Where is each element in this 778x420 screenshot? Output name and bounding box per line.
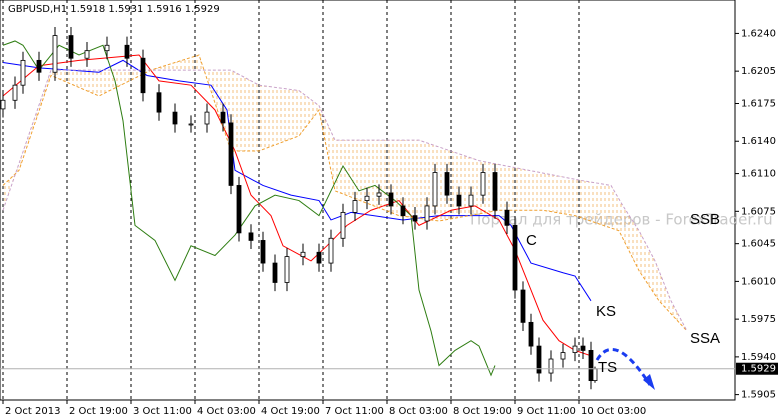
candle-body	[52, 35, 58, 73]
annotation: SSA	[690, 330, 720, 347]
y-tick-label: 1.5975	[741, 314, 776, 325]
candle-body	[84, 50, 90, 59]
candle-body	[528, 321, 534, 347]
x-tick-label: 4 Oct 03:00	[197, 406, 256, 417]
x-tick-label: 7 Oct 11:00	[325, 406, 384, 417]
price-label: 1.5929	[741, 364, 776, 375]
y-tick-label: 1.6140	[741, 136, 776, 147]
candle-body	[204, 111, 210, 125]
y-tick-label: 1.5940	[741, 352, 776, 363]
candle-body	[468, 194, 474, 207]
candle-body	[352, 200, 358, 213]
x-tick-label: 8 Oct 19:00	[453, 406, 512, 417]
candle-body	[560, 352, 566, 360]
candle-body	[376, 192, 382, 197]
x-tick-label: 9 Oct 11:00	[517, 406, 576, 417]
candle-body	[36, 59, 42, 73]
candle-body	[0, 99, 6, 110]
indicator-line	[2, 59, 592, 302]
y-tick-label: 1.6175	[741, 99, 776, 110]
candle-body	[520, 289, 526, 323]
candle-body	[480, 172, 486, 196]
y-tick-label: 1.6205	[741, 66, 776, 77]
candle-body	[272, 262, 278, 283]
annotation: SSB	[690, 211, 720, 228]
y-tick-label: 1.6075	[741, 206, 776, 217]
candle-body	[572, 345, 578, 353]
candle-body	[412, 215, 418, 222]
candle-body	[328, 237, 334, 264]
y-tick-label: 1.6010	[741, 276, 776, 287]
candle-body	[424, 205, 430, 222]
x-tick-label: 3 Oct 11:00	[133, 406, 192, 417]
candle-body	[260, 240, 266, 264]
candle-body	[592, 368, 598, 381]
x-tick-label: 10 Oct 03:00	[581, 406, 646, 417]
candle-body	[284, 256, 290, 283]
candle-body	[588, 350, 594, 381]
candle-body	[432, 172, 438, 207]
candle-body	[12, 84, 18, 101]
candle-body	[504, 209, 510, 226]
candle-body	[220, 111, 226, 124]
candle-body	[228, 122, 234, 186]
candle-body	[300, 251, 306, 258]
y-tick-label: 1.6110	[741, 169, 776, 180]
cloud	[3, 54, 687, 331]
candle-body	[536, 345, 542, 374]
candle-body	[124, 44, 130, 59]
candle-body	[172, 111, 178, 125]
x-tick-label: 8 Oct 03:00	[389, 406, 448, 417]
arrow-head	[643, 374, 655, 390]
chart-title: GBPUSD,H1 1.5918 1.5931 1.5916 1.5929	[8, 4, 220, 15]
indicator-line	[2, 54, 592, 357]
candle-body	[316, 251, 322, 264]
candle-body	[580, 345, 586, 351]
candle-body	[492, 172, 498, 211]
senkou-line	[2, 69, 688, 332]
y-tick-label: 1.6045	[741, 239, 776, 250]
annotation: TS	[598, 359, 617, 376]
candle-body	[388, 192, 394, 207]
candle-body	[248, 232, 254, 241]
candle-body	[104, 44, 110, 52]
price-label-bg	[736, 362, 778, 375]
candle-body	[340, 211, 346, 239]
candle-body	[236, 185, 242, 234]
annotation: C	[526, 232, 537, 249]
candle-body	[188, 123, 194, 126]
forecast-arrow	[595, 348, 652, 386]
candle-body	[156, 92, 162, 113]
x-tick-label: 2 Oct 19:00	[69, 406, 128, 417]
x-tick-label: 2 Oct 2013	[5, 406, 60, 417]
candle-body	[456, 194, 462, 207]
candle-body	[68, 35, 74, 59]
candle-body	[140, 57, 146, 94]
y-tick-label: 1.6240	[741, 28, 776, 39]
annotation: KS	[596, 303, 616, 320]
candle-body	[400, 205, 406, 217]
x-tick-label: 4 Oct 19:00	[261, 406, 320, 417]
candle-body	[512, 224, 518, 291]
candle-body	[548, 358, 554, 374]
y-tick-label: 1.5905	[741, 390, 776, 401]
candle-body	[444, 172, 450, 196]
candle-body	[364, 195, 370, 201]
candle-body	[20, 59, 26, 86]
